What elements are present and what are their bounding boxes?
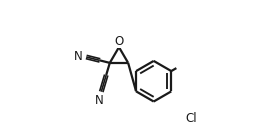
Text: N: N (95, 94, 104, 107)
Text: Cl: Cl (185, 112, 197, 125)
Text: O: O (114, 35, 123, 48)
Text: N: N (74, 50, 82, 64)
